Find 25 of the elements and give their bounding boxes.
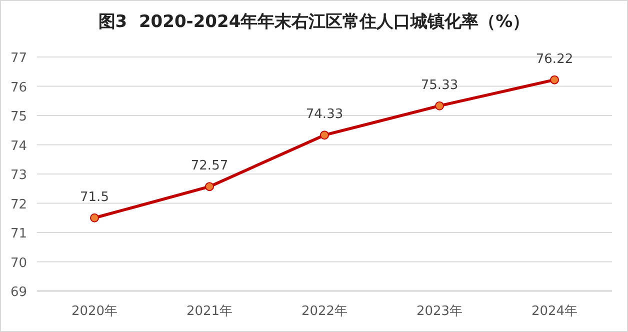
point (550, 75, 559, 84)
x-tick-label: 2021年 (186, 304, 233, 319)
y-tick-label: 76 (10, 80, 27, 96)
point (90, 213, 99, 222)
y-tick-label: 75 (10, 110, 27, 124)
data-label: 74.33 (306, 107, 344, 122)
point (205, 182, 214, 192)
point (435, 101, 444, 110)
y-tick-label: 74 (10, 138, 27, 154)
data-label: 75.33 (420, 78, 458, 93)
x-tick-label: 2022年 (301, 304, 348, 319)
x-tick-label: 2024年 (531, 304, 578, 319)
data-label: 72.57 (190, 158, 228, 174)
y-tick-label: 69 (10, 285, 27, 300)
point (320, 130, 329, 140)
y-tick-label: 73 (10, 168, 27, 183)
chart-title: 图3 2020-2024年年末右江区常住人口城镇化率（%） (98, 12, 530, 32)
data-label: 76.22 (536, 52, 574, 67)
y-tick-label: 70 (10, 256, 27, 271)
data-label: 71.5 (80, 190, 109, 205)
x-tick-label: 2023年 (416, 304, 463, 319)
y-tick-label: 72 (10, 197, 27, 212)
y-tick-label: 77 (10, 51, 27, 66)
x-tick-label: 2020年 (71, 304, 118, 319)
y-tick-label: 71 (10, 226, 27, 242)
